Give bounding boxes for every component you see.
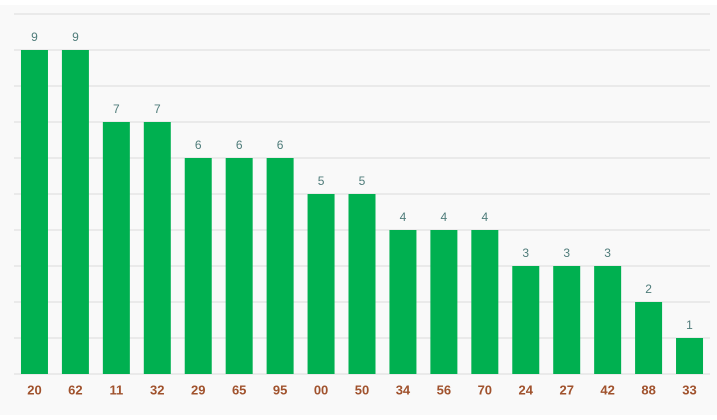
bar	[143, 122, 171, 374]
x-tick-label: 50	[355, 382, 369, 397]
value-label: 4	[400, 210, 407, 224]
x-tick-label: 24	[519, 382, 534, 397]
x-tick-label: 88	[641, 382, 655, 397]
bar	[307, 194, 335, 374]
value-label: 3	[563, 246, 570, 260]
x-tick-label: 56	[437, 382, 451, 397]
bar	[61, 50, 89, 374]
value-label: 9	[31, 30, 38, 44]
bar	[512, 266, 540, 374]
x-tick-label: 32	[150, 382, 164, 397]
value-label: 4	[481, 210, 488, 224]
x-tick-label: 34	[396, 382, 411, 397]
bar	[102, 122, 130, 374]
value-label: 4	[441, 210, 448, 224]
x-tick-label: 29	[191, 382, 205, 397]
x-tick-label: 33	[682, 382, 696, 397]
value-label: 1	[686, 318, 693, 332]
bar	[225, 158, 253, 374]
bar	[635, 302, 663, 374]
value-label: 9	[72, 30, 79, 44]
bar	[430, 230, 458, 374]
value-label: 7	[154, 102, 161, 116]
value-label: 6	[195, 138, 202, 152]
bar	[594, 266, 622, 374]
bar	[20, 50, 48, 374]
bar	[348, 194, 376, 374]
value-label: 2	[645, 282, 652, 296]
value-label: 3	[604, 246, 611, 260]
bar	[471, 230, 499, 374]
value-label: 3	[522, 246, 529, 260]
x-tick-label: 70	[478, 382, 492, 397]
x-tick-label: 95	[273, 382, 287, 397]
bar	[266, 158, 294, 374]
value-label: 6	[277, 138, 284, 152]
bar	[553, 266, 581, 374]
value-label: 6	[236, 138, 243, 152]
bar	[184, 158, 212, 374]
value-label: 5	[318, 174, 325, 188]
bar	[389, 230, 417, 374]
value-label: 7	[113, 102, 120, 116]
x-tick-label: 62	[68, 382, 82, 397]
x-tick-label: 20	[27, 382, 41, 397]
x-tick-label: 27	[559, 382, 573, 397]
x-tick-label: 00	[314, 382, 328, 397]
x-tick-label: 11	[109, 382, 123, 397]
x-tick-label: 65	[232, 382, 246, 397]
value-label: 5	[359, 174, 366, 188]
x-tick-label: 42	[600, 382, 614, 397]
bar	[676, 338, 704, 374]
